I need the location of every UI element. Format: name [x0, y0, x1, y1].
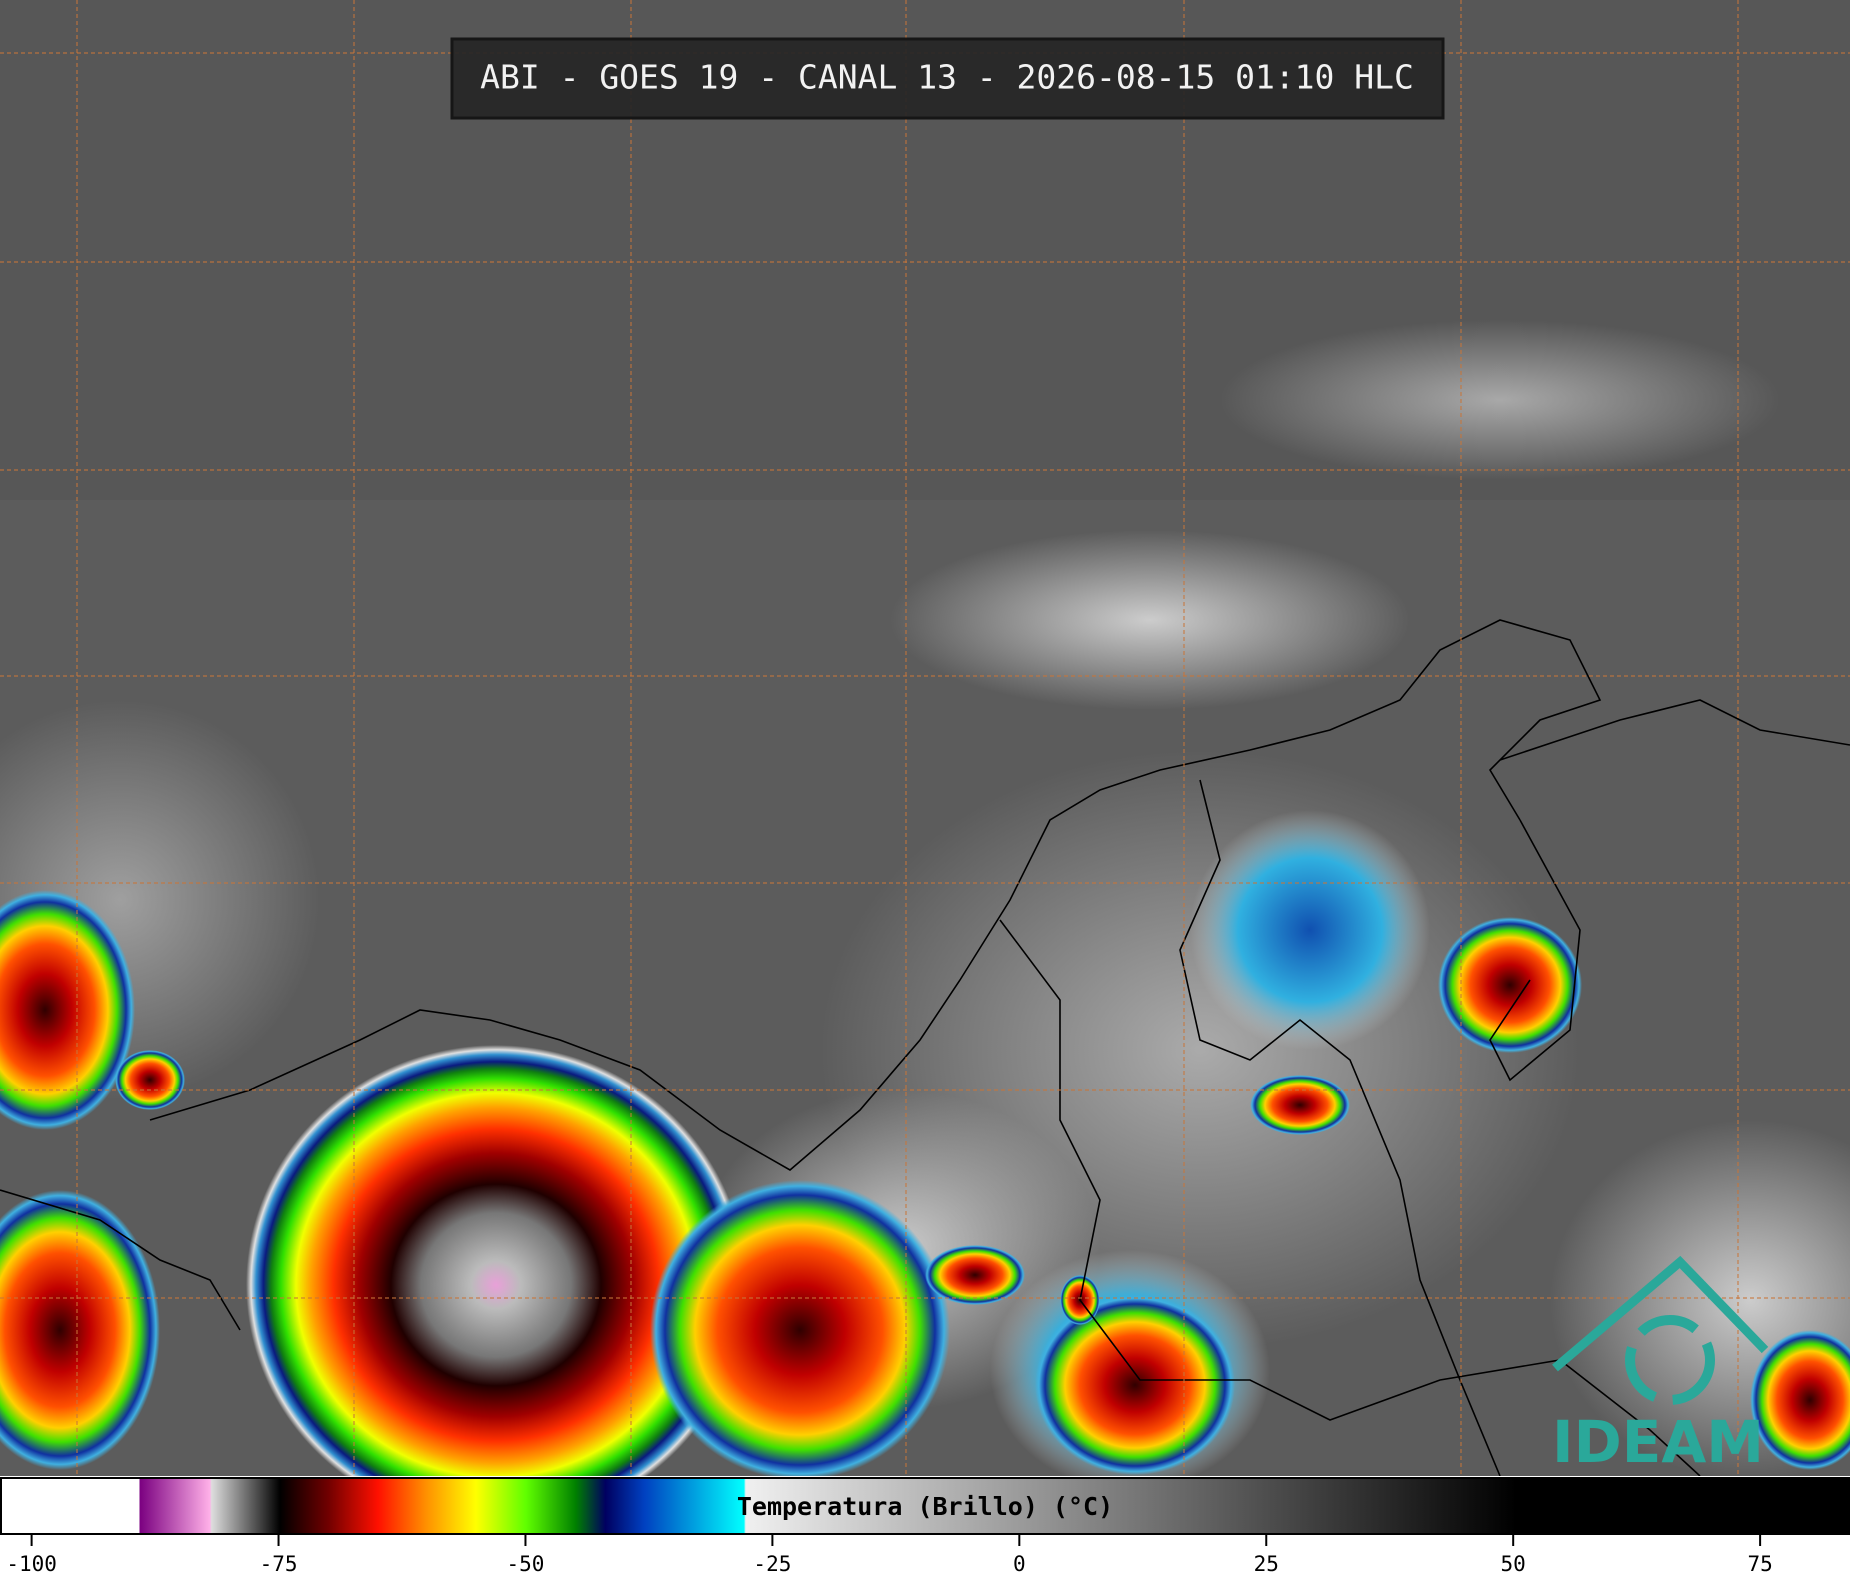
- logo-roof: [1552, 1255, 1769, 1372]
- tick-label: -50: [506, 1552, 544, 1576]
- satellite-image: [0, 0, 1850, 1525]
- tick-label: -75: [260, 1552, 298, 1576]
- tick-label: -100: [6, 1552, 57, 1576]
- logo-text: IDEAM: [1552, 1408, 1764, 1476]
- tick-label: 25: [1254, 1552, 1279, 1576]
- colorbar-label: Temperatura (Brillo) (°C): [737, 1492, 1113, 1521]
- title-box: [450, 37, 1445, 120]
- title: ABI - GOES 19 - CANAL 13 - 2026-08-15 01…: [480, 58, 1414, 97]
- tick-label: -25: [753, 1552, 791, 1576]
- colorbar: [0, 1477, 1850, 1535]
- colorbar-ticks: -100 -75 -50 -25 0 25 50 75: [6, 1534, 1773, 1576]
- logo-swirl: [1625, 1315, 1715, 1405]
- tick-label: 75: [1747, 1552, 1772, 1576]
- map-grid: [0, 0, 1850, 1476]
- tick-label: 50: [1501, 1552, 1526, 1576]
- tick-label: 0: [1013, 1552, 1026, 1576]
